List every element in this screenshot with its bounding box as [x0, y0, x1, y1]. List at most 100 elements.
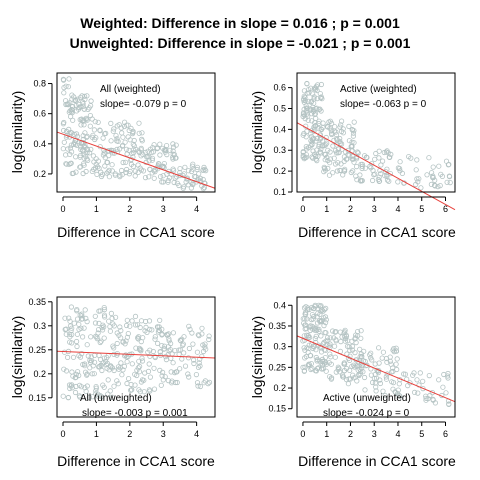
data-point: [142, 370, 148, 376]
data-point: [84, 372, 90, 378]
data-point: [142, 328, 148, 334]
data-point: [114, 330, 120, 336]
data-point: [143, 324, 149, 330]
data-point: [150, 145, 156, 151]
data-point: [102, 163, 108, 169]
x-tick-label: 2: [348, 429, 353, 439]
data-point: [157, 348, 163, 355]
data-point: [410, 372, 416, 378]
data-point: [405, 382, 411, 389]
slope-annotation: slope= -0.063 p = 0: [340, 99, 427, 110]
data-point: [67, 151, 73, 157]
regression-line: [296, 335, 456, 403]
data-point: [426, 155, 432, 161]
data-point: [311, 126, 318, 132]
panel-label: Active (weighted): [340, 84, 417, 95]
data-point: [389, 379, 395, 385]
y-tick-label: 0.2: [33, 169, 46, 179]
data-point: [436, 377, 442, 383]
data-point: [378, 162, 384, 168]
data-point: [360, 358, 367, 364]
data-point: [74, 316, 81, 322]
data-point: [85, 353, 91, 359]
data-point: [186, 374, 192, 380]
data-point: [342, 361, 348, 367]
data-point: [157, 317, 163, 323]
x-tick-label: 0: [300, 429, 305, 439]
data-point: [303, 134, 309, 140]
data-point: [379, 355, 385, 361]
y-tick-label: 0.15: [28, 393, 46, 403]
point-cloud: [300, 80, 453, 191]
data-point: [397, 159, 403, 165]
data-point: [432, 177, 438, 183]
data-point: [80, 334, 86, 340]
data-point: [65, 354, 71, 360]
data-point: [108, 138, 114, 144]
data-point: [87, 359, 94, 366]
data-point: [373, 388, 379, 394]
data-point: [369, 379, 376, 386]
data-point: [424, 172, 430, 178]
data-point: [114, 136, 120, 142]
data-point: [170, 154, 176, 160]
data-point: [324, 154, 330, 160]
data-point: [170, 151, 176, 157]
scatter-panel-2: 0 1 2 3 4 5 6 0.1 0.2 0.3 0.4 0.5 0.6 Difference in C…: [249, 72, 456, 240]
data-point: [349, 338, 355, 344]
data-point: [201, 164, 207, 170]
data-point: [353, 332, 359, 338]
data-point: [350, 130, 357, 136]
data-point: [161, 346, 167, 352]
data-point: [67, 318, 73, 324]
data-point: [69, 92, 75, 98]
plot-frame: [56, 296, 216, 418]
data-point: [105, 169, 111, 175]
y-axis: 0.15 0.2 0.25 0.3 0.35: [28, 297, 53, 403]
data-point: [309, 365, 315, 371]
data-point: [340, 172, 346, 178]
data-point: [194, 380, 201, 386]
data-point: [302, 364, 308, 370]
point-cloud: [60, 304, 213, 401]
data-point: [306, 334, 313, 340]
y-axis: 0.1 0.2 0.3 0.4 0.5 0.6: [273, 83, 293, 197]
data-point: [147, 166, 153, 172]
data-point: [65, 146, 71, 152]
data-point: [347, 367, 353, 373]
data-point: [350, 168, 356, 174]
y-tick-label: 0.5: [273, 103, 286, 113]
data-point: [383, 374, 389, 380]
data-point: [331, 343, 338, 349]
data-point: [93, 385, 100, 391]
x-tick-label: 3: [372, 429, 377, 439]
data-point: [321, 315, 327, 321]
data-point: [394, 356, 400, 362]
data-point: [343, 376, 350, 383]
data-point: [318, 81, 324, 88]
data-point: [92, 119, 98, 125]
data-point: [302, 94, 308, 101]
data-point: [114, 138, 120, 144]
data-point: [73, 131, 80, 137]
data-point: [190, 341, 196, 347]
data-point: [63, 326, 69, 332]
data-point: [79, 313, 85, 319]
data-point: [328, 354, 334, 360]
data-point: [158, 174, 164, 180]
data-point: [393, 345, 399, 351]
x-tick-label: 3: [161, 204, 166, 214]
data-point: [446, 401, 452, 407]
data-point: [316, 342, 322, 348]
data-point: [77, 394, 83, 400]
data-point: [327, 351, 333, 357]
data-point: [325, 165, 331, 171]
y-tick-label: 0.1: [273, 187, 286, 197]
data-point: [408, 155, 414, 161]
data-point: [177, 347, 184, 353]
data-point: [348, 143, 354, 150]
data-point: [321, 306, 328, 313]
data-point: [150, 348, 156, 355]
data-point: [313, 333, 319, 339]
